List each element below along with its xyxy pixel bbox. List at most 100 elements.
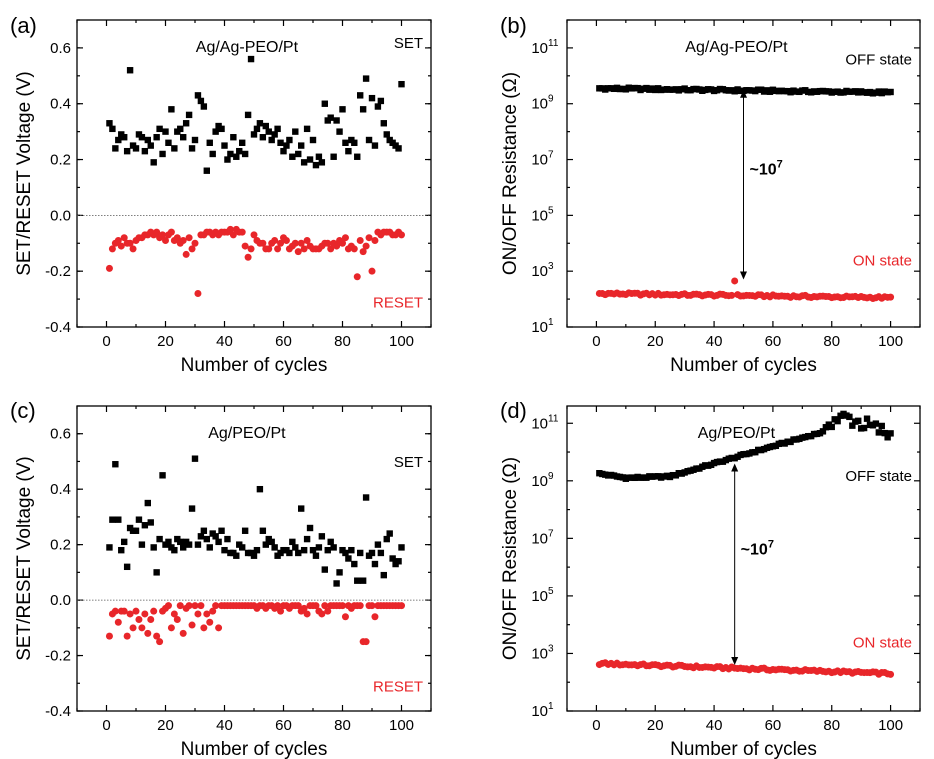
set-point	[884, 434, 891, 441]
set-point	[318, 533, 326, 540]
y-axis-title: SET/RESET Voltage (V)	[14, 71, 35, 276]
reset-point	[135, 616, 143, 623]
reset-point	[105, 264, 113, 272]
y-tick-exponent: 11	[548, 38, 559, 49]
set-point	[194, 541, 202, 548]
set-point	[280, 147, 287, 155]
set-point	[872, 420, 880, 427]
ratio-exponent: 7	[768, 538, 774, 550]
reset-point	[356, 602, 364, 610]
set-point	[159, 150, 166, 158]
set-point	[283, 142, 290, 149]
x-axis-title: Number of cycles	[181, 739, 328, 759]
set-point	[241, 150, 249, 158]
set-point	[197, 97, 205, 105]
reset-point	[371, 613, 379, 621]
reset-point	[141, 610, 149, 618]
set-point	[318, 159, 326, 166]
reset-point	[339, 239, 346, 247]
set-point	[277, 139, 284, 146]
series-label: SET	[394, 35, 423, 52]
set-point	[138, 541, 146, 548]
reset-point	[250, 231, 258, 239]
y-tick-exponent: 1	[548, 317, 554, 328]
set-point	[188, 145, 196, 152]
reset-point	[173, 234, 181, 242]
panel-letter: (b)	[500, 13, 527, 38]
y-tick-exponent: 1	[548, 701, 554, 712]
y-tick-label: -0.2	[45, 648, 71, 665]
set-point	[351, 139, 358, 146]
reset-point	[368, 602, 376, 610]
y-tick-label: 10	[531, 530, 548, 547]
reset-point	[197, 602, 205, 610]
set-point	[315, 544, 323, 551]
set-point	[153, 134, 160, 141]
reset-point	[312, 602, 320, 610]
set-point	[312, 552, 320, 559]
arrow-head-down-icon	[731, 656, 739, 665]
reset-point	[188, 245, 196, 253]
reset-point	[303, 236, 311, 244]
set-point	[194, 92, 202, 99]
set-point	[398, 80, 405, 88]
set-point	[230, 134, 237, 141]
set-point	[227, 150, 234, 158]
reset-point	[147, 616, 155, 623]
set-point	[156, 535, 163, 543]
set-point	[339, 106, 346, 113]
reset-point	[138, 624, 146, 632]
plot-frame	[76, 19, 432, 328]
reset-point	[162, 236, 169, 244]
set-point	[203, 535, 210, 543]
reset-point	[179, 629, 187, 637]
set-point	[256, 120, 264, 127]
y-tick-label: 0.6	[50, 426, 71, 443]
set-point	[215, 538, 222, 546]
set-point	[171, 546, 178, 554]
set-point	[150, 159, 157, 166]
reset-point	[203, 610, 211, 618]
set-point	[298, 142, 305, 149]
reset-point	[129, 624, 137, 632]
reset-point	[226, 225, 234, 233]
set-point	[197, 533, 205, 540]
x-tick-label: 0	[102, 333, 110, 350]
chart-title: Ag/Ag-PEO/Pt	[196, 39, 299, 56]
set-point	[383, 535, 390, 543]
reset-point	[212, 602, 220, 610]
series-label: OFF state	[845, 52, 912, 69]
y-tick-label: 0.0	[50, 592, 71, 609]
set-point	[165, 538, 172, 546]
set-point	[109, 516, 116, 523]
y-tick-label: 0.2	[50, 537, 71, 554]
set-point	[177, 125, 184, 133]
series-label: SET	[394, 454, 423, 471]
reset-point	[129, 245, 137, 253]
set-point	[855, 417, 862, 425]
set-point	[306, 156, 314, 163]
reset-point	[300, 604, 308, 612]
y-tick-label: 10	[531, 415, 548, 432]
set-point	[203, 167, 210, 174]
set-point	[875, 429, 883, 436]
set-point	[289, 153, 296, 160]
reset-point	[194, 610, 202, 618]
set-point	[180, 544, 187, 551]
set-point	[849, 422, 856, 429]
series-label: RESET	[373, 294, 423, 311]
arrow-head-up-icon	[731, 463, 739, 472]
set-point	[887, 430, 894, 437]
x-tick-label: 80	[334, 333, 351, 350]
set-point	[295, 549, 302, 557]
x-tick-label: 20	[157, 333, 174, 350]
y-tick-exponent: 5	[548, 586, 554, 597]
set-point	[357, 92, 364, 99]
reset-point	[144, 629, 152, 637]
reset-point	[117, 242, 125, 250]
set-point	[206, 139, 213, 146]
set-point	[878, 422, 885, 430]
panel-a: 0 20 40 60 80 100 -0.4 -0.2 0.0 0.2 0.4 0.6 SET RESET…	[10, 13, 432, 376]
y-axis-title: ON/OFF Resistance (Ω)	[500, 72, 521, 275]
set-point	[135, 516, 143, 523]
